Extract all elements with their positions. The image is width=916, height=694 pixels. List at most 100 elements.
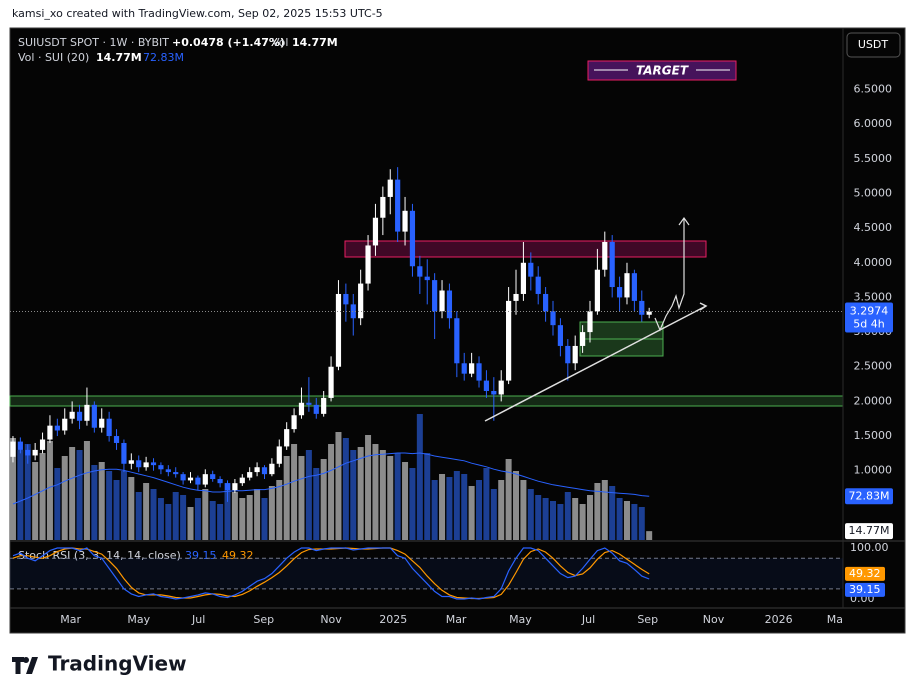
projection-arrowhead [678,216,690,226]
candle-body [646,311,652,315]
volume-bar [646,531,653,540]
volume-bar [572,498,579,540]
price-tick-label: 6.5000 [854,83,893,96]
candle-body [616,287,623,298]
volume-bar [157,498,164,540]
candle-body [32,449,38,456]
price-tick-label: 4.5000 [854,221,893,234]
candle-body [579,332,586,346]
volume-bar [224,483,231,540]
volume-bar [283,456,290,540]
volume-bar [254,489,261,540]
stoch-title: Stoch RSI (3, 3, 14, 14, close) [18,549,181,562]
stoch-value-label: 39.15 [849,583,881,596]
volume-bar [187,507,194,540]
volume-ma-badge-label: 72.83M [849,489,890,502]
volume-bar [128,477,135,540]
time-tick-label: Nov [320,613,342,626]
volume-bar [394,453,401,540]
volume-bar [76,450,83,540]
candle-body [409,210,416,267]
candle-body [47,425,53,440]
volume-bar [113,480,120,540]
candle-body [158,465,164,470]
volume-bar [372,444,379,540]
support-zone [9,395,844,407]
volume-bar [298,456,305,540]
candle-body [113,436,120,443]
volume-badge-label: 14.77M [849,524,890,537]
volume-bar [609,486,616,540]
volume-title: Vol · SUI (20) [18,51,89,64]
price-tick-label: 5.0000 [854,186,893,199]
volume-bar [291,444,298,540]
time-tick-label: Jul [581,613,595,626]
candle-body [572,345,578,364]
volume-bar [202,489,209,540]
candle-body [306,402,312,405]
volume-bar [550,501,557,540]
candle-body [195,477,201,485]
candle-body [217,479,223,484]
candle-body [84,404,90,421]
bar-countdown: 5d 4h [853,317,884,330]
candle-body [210,474,216,480]
time-tick-label: Mar [60,613,81,626]
candle-body [328,366,334,398]
volume-bar [135,492,142,540]
stoch-d-legend: 49.32 [222,549,254,562]
volume-bar [476,480,483,540]
volume-label: Vol [272,36,288,49]
logo-text: TradingView [48,652,187,676]
candle-body [136,460,142,468]
volume-ma-line [12,452,650,505]
volume-bar [594,483,601,540]
symbol-title: SUIUSDT SPOT · 1W · BYBIT [18,36,169,49]
volume-bar [468,486,475,540]
volume-bar [83,441,90,540]
volume-bar [623,501,630,540]
candle-body [54,425,60,431]
candle-body [454,318,460,364]
candle-body [239,477,245,484]
volume-bar [342,438,349,540]
volume-bar [320,459,327,540]
volume-bar [328,444,335,540]
stoch-line [12,547,650,600]
candle-body [187,477,194,481]
candle-body [594,269,600,312]
price-tick-label: 2.0000 [854,394,893,407]
candle-body [269,463,275,475]
candle-body [476,363,482,381]
candle-body [609,241,615,288]
volume-bar [165,504,172,540]
volume-bar [586,495,593,540]
price-tick-label: 4.0000 [854,256,893,269]
candle-body [91,404,97,428]
volume-bar [194,498,201,540]
volume-bar [335,432,342,540]
candle-body [461,363,467,374]
candle-body [261,467,268,475]
candle-body [321,397,327,414]
stoch-value-badge [845,566,885,581]
candle-body [121,442,127,464]
currency-button[interactable] [846,32,901,58]
candle-body [313,404,319,414]
last-price-label: 3.2974 [850,304,889,317]
resistance-zone [344,240,707,258]
candle-body [513,293,519,301]
currency-label[interactable]: USDT [858,38,889,51]
candle-body [483,380,490,391]
candle-body [602,241,608,270]
candle-body [254,467,260,473]
candle-body [469,363,475,374]
volume-badge [845,523,893,540]
price-tick-label: 1.5000 [854,429,893,442]
candle-body [380,196,386,218]
time-tick-label: Jul [191,613,205,626]
volume-bar [527,489,534,540]
price-tick-label: 3.5000 [854,290,893,303]
volume-bar [505,459,512,540]
